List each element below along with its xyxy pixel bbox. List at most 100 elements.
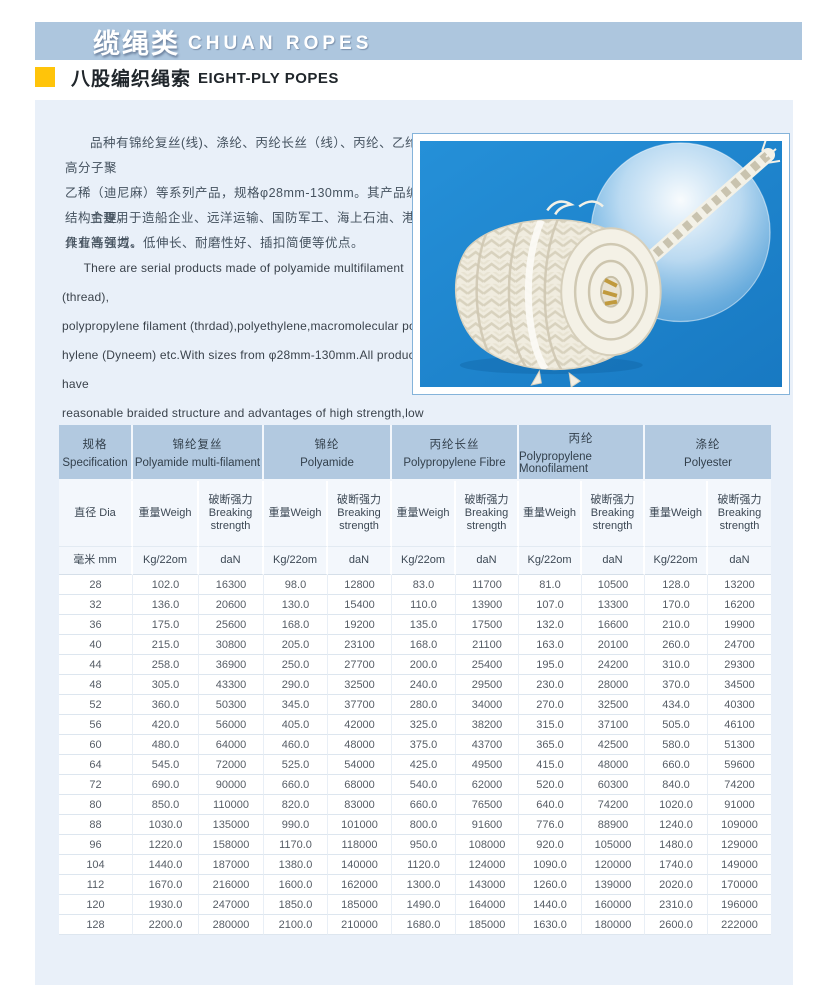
column-header-strength: 破断强力 Breaking strength xyxy=(708,481,771,547)
table-cell: 580.0 xyxy=(645,735,708,755)
table-cell: 540.0 xyxy=(392,775,456,795)
table-cell: 525.0 xyxy=(264,755,328,775)
table-cell: 124000 xyxy=(456,855,519,875)
table-cell: 163.0 xyxy=(519,635,582,655)
table-cell: 230.0 xyxy=(519,675,582,695)
table-cell: 107.0 xyxy=(519,595,582,615)
table-cell: 118000 xyxy=(328,835,392,855)
column-header-strength-line: 破断强力 xyxy=(464,494,509,506)
table-row: 28 102.0 16300 98.0 12800 83.0 11700 81.0 10500 1… xyxy=(59,575,771,595)
table-cell: 1240.0 xyxy=(645,815,708,835)
table-cell: 280.0 xyxy=(392,695,456,715)
table-cell: 120000 xyxy=(582,855,645,875)
table-units-row: 毫米 mm Kg/22om daN Kg/22om daN Kg/22om daN Kg/22… xyxy=(59,547,771,575)
rope-photo xyxy=(420,141,782,387)
table-cell: 365.0 xyxy=(519,735,582,755)
table-cell: 72000 xyxy=(199,755,264,775)
unit-cell-strength: daN xyxy=(199,547,264,575)
table-cell: 64 xyxy=(59,755,133,775)
table-cell: 247000 xyxy=(199,895,264,915)
table-cell: 800.0 xyxy=(392,815,456,835)
table-header-row-measures: 直径 Dia 重量Weigh 破断强力 Breaking strength 重量Weigh… xyxy=(59,481,771,547)
column-header-strength-line: 破断强力 xyxy=(590,494,635,506)
table-cell: 139000 xyxy=(582,875,645,895)
table-cell: 215.0 xyxy=(133,635,199,655)
intro-paragraph-cn: 品种有锦纶复丝(线)、涤纶、丙纶长丝（线）、丙纶、乙纶、高分子聚 乙稀（迪尼麻）… xyxy=(65,136,433,250)
table-cell: 38200 xyxy=(456,715,519,735)
table-cell: 2310.0 xyxy=(645,895,708,915)
table-row: 60 480.0 64000 460.0 48000 375.0 43700 365.0 425… xyxy=(59,735,771,755)
table-cell: 850.0 xyxy=(133,795,199,815)
table-cell: 48000 xyxy=(328,735,392,755)
column-group-header-en: Polyamide multi-filament xyxy=(134,456,261,469)
column-header-strength-line: Breaking xyxy=(464,507,509,519)
column-group-header: 涤纶 Polyester xyxy=(645,425,771,481)
table-cell: 1380.0 xyxy=(264,855,328,875)
table-cell: 1680.0 xyxy=(392,915,456,935)
table-row: 72 690.0 90000 660.0 68000 540.0 62000 520.0 603… xyxy=(59,775,771,795)
table-cell: 280000 xyxy=(199,915,264,935)
column-header-strength: 破断强力 Breaking strength xyxy=(199,481,264,547)
table-cell: 520.0 xyxy=(519,775,582,795)
table-cell: 660.0 xyxy=(392,795,456,815)
column-header-weight: 重量Weigh xyxy=(133,481,199,547)
column-header-diameter: 直径 Dia xyxy=(59,481,133,547)
table-cell: 24700 xyxy=(708,635,771,655)
table-cell: 370.0 xyxy=(645,675,708,695)
unit-cell-weight: Kg/22om xyxy=(264,547,328,575)
section-subtitle-en: EIGHT-PLY POPES xyxy=(198,70,339,87)
table-cell: 200.0 xyxy=(392,655,456,675)
table-cell: 11700 xyxy=(456,575,519,595)
table-cell: 30800 xyxy=(199,635,264,655)
table-cell: 345.0 xyxy=(264,695,328,715)
table-cell: 135000 xyxy=(199,815,264,835)
table-cell: 83.0 xyxy=(392,575,456,595)
column-group-header: 丙纶 Polypropylene Monofilament xyxy=(519,425,645,481)
table-cell: 110000 xyxy=(199,795,264,815)
table-cell: 108000 xyxy=(456,835,519,855)
table-cell: 91000 xyxy=(708,795,771,815)
table-cell: 52 xyxy=(59,695,133,715)
table-cell: 104 xyxy=(59,855,133,875)
table-cell: 21100 xyxy=(456,635,519,655)
table-cell: 776.0 xyxy=(519,815,582,835)
column-group-header-cn: 锦纶复丝 xyxy=(172,438,223,451)
table-row: 48 305.0 43300 290.0 32500 240.0 29500 230.0 280… xyxy=(59,675,771,695)
table-cell: 1440.0 xyxy=(519,895,582,915)
column-header-strength-line: strength xyxy=(339,520,379,532)
table-cell: 415.0 xyxy=(519,755,582,775)
table-cell: 13200 xyxy=(708,575,771,595)
table-cell: 1930.0 xyxy=(133,895,199,915)
column-header-strength-line: strength xyxy=(592,520,633,532)
column-header-strength-line: strength xyxy=(466,520,507,532)
column-group-header: 锦纶复丝 Polyamide multi-filament xyxy=(133,425,264,481)
column-group-header-cn: 规格 xyxy=(82,438,108,451)
table-cell: 405.0 xyxy=(264,715,328,735)
column-group-header-en: Polyamide xyxy=(300,456,354,469)
table-row: 120 1930.0 247000 1850.0 185000 1490.0 164000 1… xyxy=(59,895,771,915)
table-cell: 920.0 xyxy=(519,835,582,855)
table-cell: 325.0 xyxy=(392,715,456,735)
table-cell: 210.0 xyxy=(645,615,708,635)
table-cell: 128.0 xyxy=(645,575,708,595)
table-cell: 40300 xyxy=(708,695,771,715)
table-cell: 83000 xyxy=(328,795,392,815)
table-cell: 24200 xyxy=(582,655,645,675)
table-cell: 16300 xyxy=(199,575,264,595)
table-row: 88 1030.0 135000 990.0 101000 800.0 91600 776.0… xyxy=(59,815,771,835)
column-header-weight: 重量Weigh xyxy=(264,481,328,547)
table-cell: 1850.0 xyxy=(264,895,328,915)
table-cell: 128 xyxy=(59,915,133,935)
table-cell: 1020.0 xyxy=(645,795,708,815)
table-row: 64 545.0 72000 525.0 54000 425.0 49500 415.0 480… xyxy=(59,755,771,775)
column-group-header-cn: 涤纶 xyxy=(695,438,721,451)
table-cell: 360.0 xyxy=(133,695,199,715)
column-header-strength-line: strength xyxy=(210,520,251,532)
table-cell: 1220.0 xyxy=(133,835,199,855)
table-cell: 90000 xyxy=(199,775,264,795)
table-row: 104 1440.0 187000 1380.0 140000 1120.0 124000 1… xyxy=(59,855,771,875)
table-cell: 1030.0 xyxy=(133,815,199,835)
unit-cell-weight: Kg/22om xyxy=(645,547,708,575)
table-cell: 32500 xyxy=(582,695,645,715)
table-cell: 60300 xyxy=(582,775,645,795)
